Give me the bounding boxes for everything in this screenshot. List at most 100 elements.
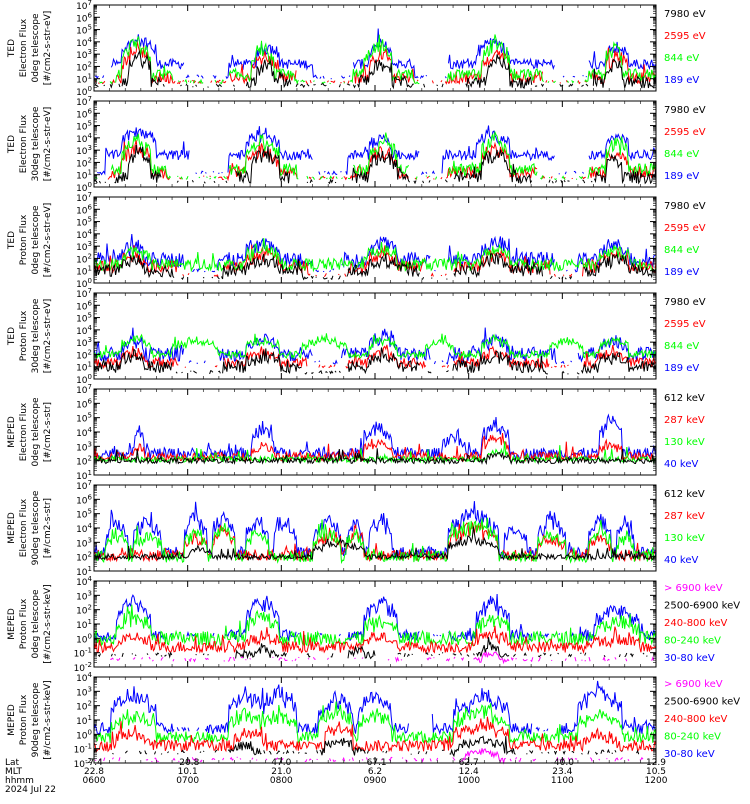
y-tick-label: 106	[76, 107, 92, 120]
y-axis-label-line: Electron Flux	[19, 498, 29, 557]
y-tick-label: 10-1	[74, 743, 92, 756]
y-axis-label-line: 90deg telescope	[31, 682, 41, 757]
legend-entry: 2500-6900 keV	[664, 601, 740, 612]
legend-entry: 612 keV	[664, 489, 705, 500]
y-tick-label: 101	[76, 714, 92, 727]
y-axis-label-line: TED	[7, 135, 17, 154]
y-tick-label: 106	[76, 203, 92, 216]
x-tick-hhmm: 0700	[176, 776, 199, 786]
panel-frame	[93, 196, 657, 284]
y-tick-label: 102	[76, 455, 92, 468]
y-axis-label-line: [#/cm2-s-str-keV]	[43, 584, 53, 663]
y-tick-label: 103	[76, 48, 92, 61]
y-tick-label: 100	[76, 85, 92, 98]
y-tick-label: 107	[76, 287, 92, 300]
legend-entry: 40 keV	[664, 459, 698, 470]
legend-entry: > 6900 keV	[664, 679, 723, 690]
y-tick-label: 104	[76, 228, 92, 241]
x-tick-hhmm: 0600	[83, 776, 106, 786]
y-tick-label: 103	[76, 144, 92, 157]
y-axis-label-line: 0deg telescope	[31, 397, 41, 467]
series-trace-8-3	[93, 716, 657, 753]
legend-entry: 189 eV	[664, 75, 699, 86]
y-tick-label: 100	[76, 373, 92, 386]
y-tick-label: 104	[76, 522, 92, 535]
y-tick-label: 103	[76, 440, 92, 453]
y-tick-label: 103	[76, 536, 92, 549]
y-tick-label: 105	[76, 120, 92, 133]
series-trace-6-4	[93, 526, 657, 562]
y-tick-label: 104	[76, 132, 92, 145]
y-axis-label-line: [#/cm2-s-str-eV]	[43, 203, 53, 278]
x-tick-hhmm: 1100	[551, 776, 574, 786]
legend-entry: 2595 eV	[664, 319, 706, 330]
legend-entry: > 6900 keV	[664, 583, 723, 594]
y-axis-label-line: [#/cm2-s-str-keV]	[43, 680, 53, 759]
y-tick-label: 106	[76, 299, 92, 312]
y-tick-label: 102	[76, 252, 92, 265]
y-axis-label-line: MEPED	[7, 512, 17, 544]
y-axis-label-line: Proton Flux	[19, 598, 29, 649]
x-tick-lat: 47.0	[271, 758, 291, 768]
series-trace-2-2	[107, 140, 657, 182]
series-trace-4-3	[93, 333, 657, 360]
series-trace-3-4	[93, 252, 657, 281]
series-trace-4-2	[93, 344, 657, 370]
x-tick-mlt: 21.0	[271, 767, 291, 777]
y-tick-label: 103	[76, 336, 92, 349]
y-tick-label: 107	[76, 95, 92, 108]
x-tick-mlt: 12.4	[459, 767, 479, 777]
y-tick-label: 101	[76, 565, 92, 578]
y-tick-label: 101	[76, 618, 92, 631]
y-axis-label-line: Proton Flux	[19, 214, 29, 265]
series-trace-7-3	[93, 625, 657, 655]
y-axis-label-line: [#/cm2-s-str-eV]	[43, 299, 53, 374]
y-tick-label: 107	[76, 383, 92, 396]
y-tick-label: 107	[76, 191, 92, 204]
y-tick-label: 100	[76, 728, 92, 741]
x-tick-lat: -40.0	[551, 758, 575, 768]
y-axis-label-line: [#/cm2-s-str-eV]	[43, 11, 53, 86]
y-axis-label-line: TED	[7, 39, 17, 58]
y-tick-label: 105	[76, 508, 92, 521]
y-tick-label: 105	[76, 312, 92, 325]
y-axis-label-line: TED	[7, 231, 17, 250]
legend-entry: 844 eV	[664, 341, 699, 352]
y-tick-label: 103	[76, 589, 92, 602]
y-axis-label-line: 30deg telescope	[31, 106, 41, 181]
legend-entry: 7980 eV	[664, 9, 706, 20]
y-tick-label: 103	[76, 240, 92, 253]
x-tick-mlt: 10.1	[178, 767, 198, 777]
y-axis-label-line: Electron Flux	[19, 18, 29, 77]
legend-entry: 287 keV	[664, 415, 705, 426]
legend-entry: 189 eV	[664, 267, 699, 278]
series-trace-8-1	[93, 680, 657, 736]
y-tick-label: 104	[76, 324, 92, 337]
y-tick-label: 101	[76, 169, 92, 182]
x-axis-row-label: Lat	[5, 758, 20, 768]
y-axis-label-line: [#/cm2-s-str]	[43, 402, 53, 462]
x-tick-hhmm: 1200	[645, 776, 668, 786]
y-tick-label: 107	[76, 0, 92, 12]
legend-entry: 240-800 keV	[664, 714, 728, 725]
legend-entry: 844 eV	[664, 245, 699, 256]
y-axis-label-line: Electron Flux	[19, 114, 29, 173]
legend-entry: 2500-6900 keV	[664, 697, 740, 708]
y-tick-label: 102	[76, 604, 92, 617]
legend-entry: 30-80 keV	[664, 749, 715, 760]
x-tick-hhmm: 1000	[457, 776, 480, 786]
y-tick-label: 105	[76, 216, 92, 229]
x-axis-row-label: MLT	[5, 767, 23, 777]
x-axis-row-label: hhmm	[5, 776, 34, 786]
series-trace-5-1	[93, 413, 657, 462]
y-tick-label: 100	[76, 181, 92, 194]
y-tick-label: 101	[76, 265, 92, 278]
legend-entry: 130 keV	[664, 533, 705, 544]
series-trace-2-4	[93, 144, 657, 185]
series-trace-7-4	[97, 637, 657, 660]
